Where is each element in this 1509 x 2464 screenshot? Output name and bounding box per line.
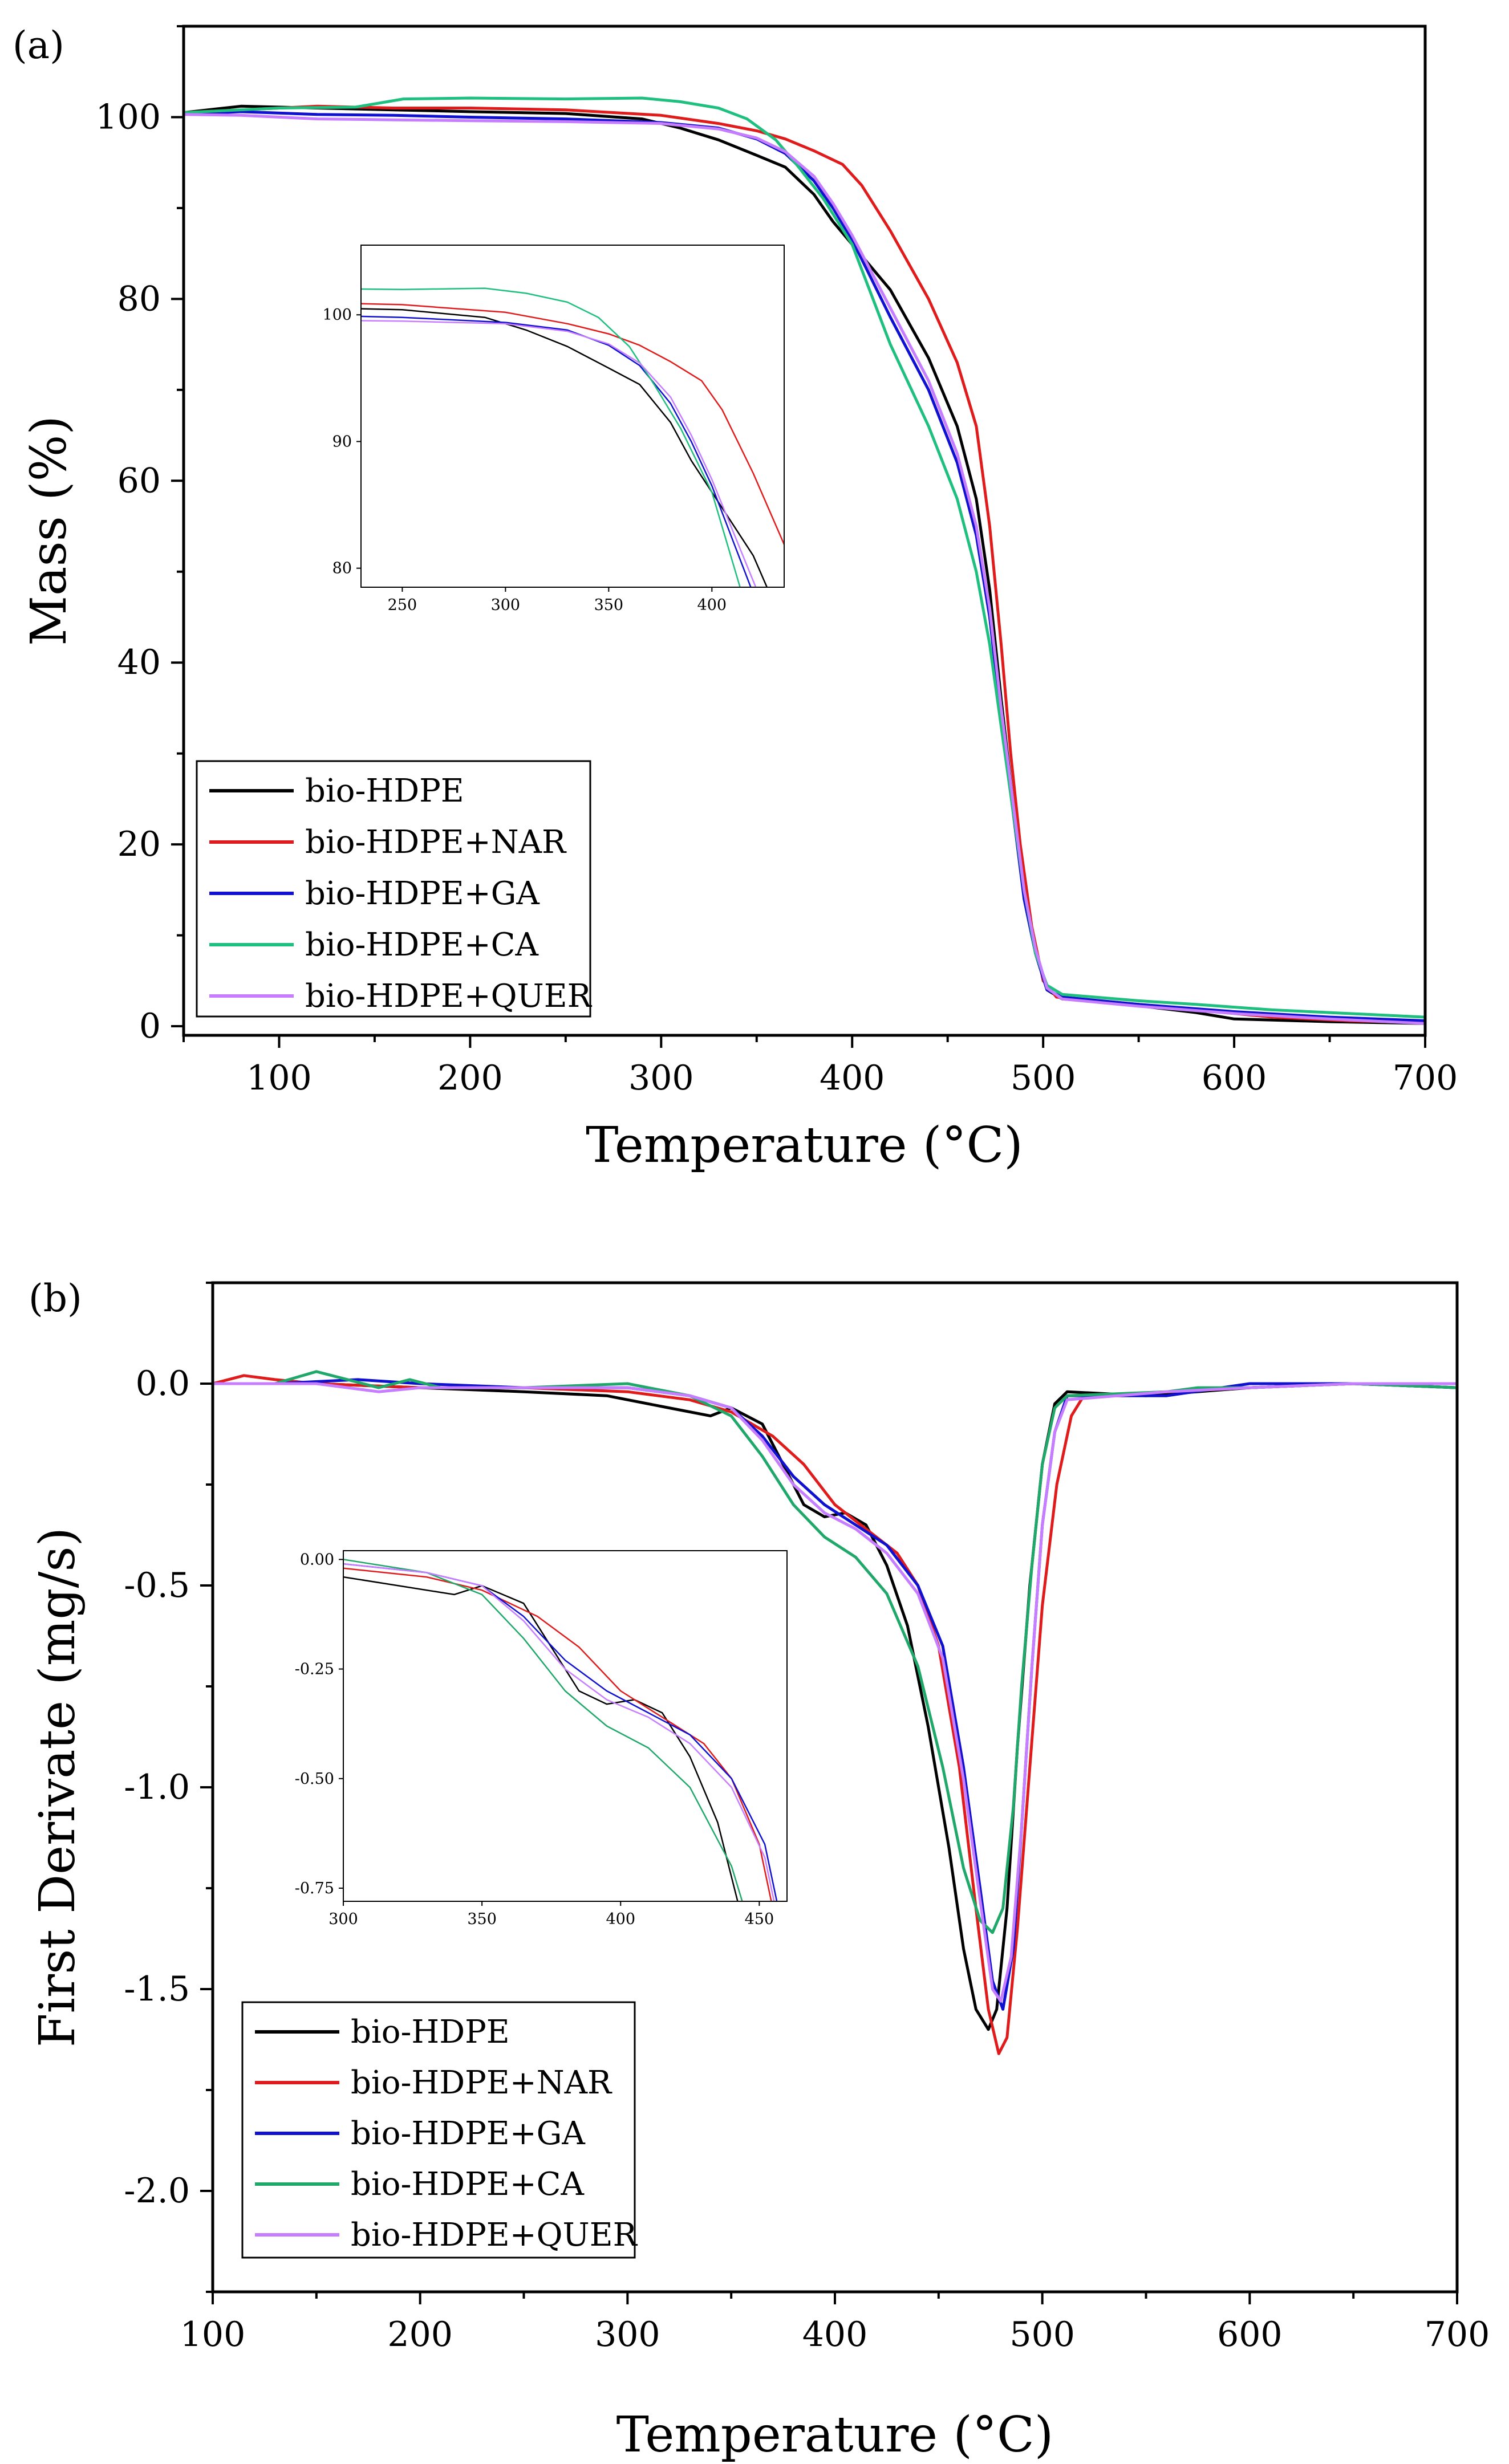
y-tick-label: 40 (117, 643, 161, 682)
inset-x-tick-label: 300 (491, 596, 521, 614)
panel-b-chart: (b) 100 200 300 400 500 600 700 0.0 -0.5 -1.0 -1.5… (29, 1276, 1490, 2463)
inset-series-line-1 (361, 308, 768, 587)
x-tick-label: 600 (1202, 1058, 1267, 1098)
x-tick-label: 100 (180, 2315, 246, 2355)
y-tick-label: 0 (139, 1006, 161, 1046)
inset-x-tick-label: 300 (328, 1910, 358, 1928)
legend-box (196, 760, 591, 1018)
inset-series-line-4 (361, 287, 741, 587)
inset-series-line-1 (343, 1576, 739, 1901)
panel-b-ticks: 100 200 300 400 500 600 700 0.0 -0.5 -1.0 -1.5 -2.0 (124, 1282, 1490, 2355)
legend-label: bio-HDPE+GA (351, 2115, 585, 2152)
x-tick-label: 200 (387, 2315, 453, 2355)
legend-label: bio-HDPE (305, 772, 464, 810)
panel-b-inset: 300 350 400 450 0.00 -0.25 -0.50 -0.75 (295, 1550, 788, 1928)
inset-x-tick-label: 400 (697, 596, 727, 614)
panel-b-label: (b) (29, 1276, 82, 1320)
panel-b-y-axis-title: First Derivate (mg/s) (29, 1527, 86, 2047)
legend-label: bio-HDPE+CA (305, 926, 538, 963)
inset-series-group (343, 1559, 778, 1901)
inset-frame (343, 1550, 788, 1902)
panel-a-chart: (a) 100 200 300 400 500 600 700 0 20 40 60 80 100 Te… (13, 23, 1458, 1174)
panel-a-inset: 250 300 350 400 80 90 100 (322, 245, 785, 614)
panel-b-x-axis-title: Temperature (°C) (616, 2406, 1054, 2463)
inset-x-tick-label: 450 (745, 1910, 774, 1928)
x-tick-label: 700 (1393, 1058, 1458, 1098)
inset-y-tick-label: 0.00 (300, 1551, 334, 1568)
inset-background (361, 245, 784, 587)
inset-background (343, 1551, 787, 1901)
y-tick-label: 20 (117, 824, 161, 864)
x-tick-label: 700 (1425, 2315, 1490, 2355)
inset-y-tick-label: -0.50 (295, 1770, 334, 1788)
inset-series-line-3 (343, 1563, 778, 1901)
inset-x-tick-label: 350 (594, 596, 624, 614)
y-tick-label: 0.0 (136, 1364, 190, 1404)
panel-a-x-axis-title: Temperature (°C) (586, 1117, 1023, 1174)
inset-y-tick-label: -0.25 (295, 1661, 334, 1678)
panel-b-legend: bio-HDPE bio-HDPE+NAR bio-HDPE+GA bio-HDPE+… (241, 2001, 638, 2259)
inset-series-line-5 (343, 1563, 775, 1901)
legend-box (241, 2001, 636, 2259)
panel-a-y-axis-title: Mass (%) (21, 416, 78, 646)
inset-y-tick-label: -0.75 (295, 1880, 334, 1897)
inset-x-tick-label: 400 (606, 1910, 635, 1928)
panel-a-plot-frame (182, 25, 1427, 1037)
series-line-4 (184, 96, 1425, 1019)
series-line-4 (213, 1370, 1457, 1934)
x-tick-label: 500 (1009, 2315, 1075, 2355)
legend-label: bio-HDPE+NAR (351, 2064, 612, 2101)
y-tick-label: -1.0 (124, 1767, 190, 1807)
inset-x-tick-label: 250 (388, 596, 417, 614)
legend-label: bio-HDPE+GA (305, 875, 539, 912)
y-tick-label: 60 (117, 461, 161, 501)
y-tick-label: -0.5 (124, 1566, 190, 1605)
x-tick-label: 600 (1217, 2315, 1283, 2355)
panel-a-ticks: 100 200 300 400 500 600 700 0 20 40 60 80 100 (95, 25, 1458, 1098)
inset-series-group (361, 287, 784, 587)
inset-frame (360, 245, 785, 588)
legend-label: bio-HDPE (351, 2014, 510, 2051)
series-line-5 (213, 1382, 1457, 2003)
panel-a-label: (a) (13, 23, 64, 67)
inset-series-line-2 (361, 303, 784, 547)
inset-y-tick-label: 80 (332, 560, 352, 578)
y-tick-label: 80 (117, 279, 161, 319)
y-tick-label: 100 (95, 97, 161, 137)
x-tick-label: 300 (628, 1058, 694, 1098)
x-tick-label: 400 (820, 1058, 885, 1098)
legend-label: bio-HDPE+QUER (305, 978, 593, 1015)
panel-a-series-group (184, 96, 1425, 1025)
legend-label: bio-HDPE+NAR (305, 824, 567, 861)
inset-y-tick-label: 90 (332, 433, 352, 450)
y-tick-label: -2.0 (124, 2171, 190, 2211)
x-tick-label: 300 (595, 2315, 660, 2355)
x-tick-label: 100 (246, 1058, 312, 1098)
legend-label: bio-HDPE+CA (351, 2166, 584, 2203)
x-tick-label: 400 (802, 2315, 868, 2355)
legend-label: bio-HDPE+QUER (351, 2217, 638, 2254)
inset-x-tick-label: 350 (467, 1910, 497, 1928)
panel-b-series-group (213, 1370, 1457, 2055)
x-tick-label: 500 (1011, 1058, 1076, 1098)
series-line-5 (184, 113, 1425, 1025)
inset-y-tick-label: 100 (322, 306, 352, 324)
inset-series-line-4 (343, 1559, 743, 1901)
panel-a-legend: bio-HDPE bio-HDPE+NAR bio-HDPE+GA bio-HDPE+… (196, 760, 593, 1018)
y-tick-label: -1.5 (124, 1969, 190, 2009)
x-tick-label: 200 (437, 1058, 503, 1098)
